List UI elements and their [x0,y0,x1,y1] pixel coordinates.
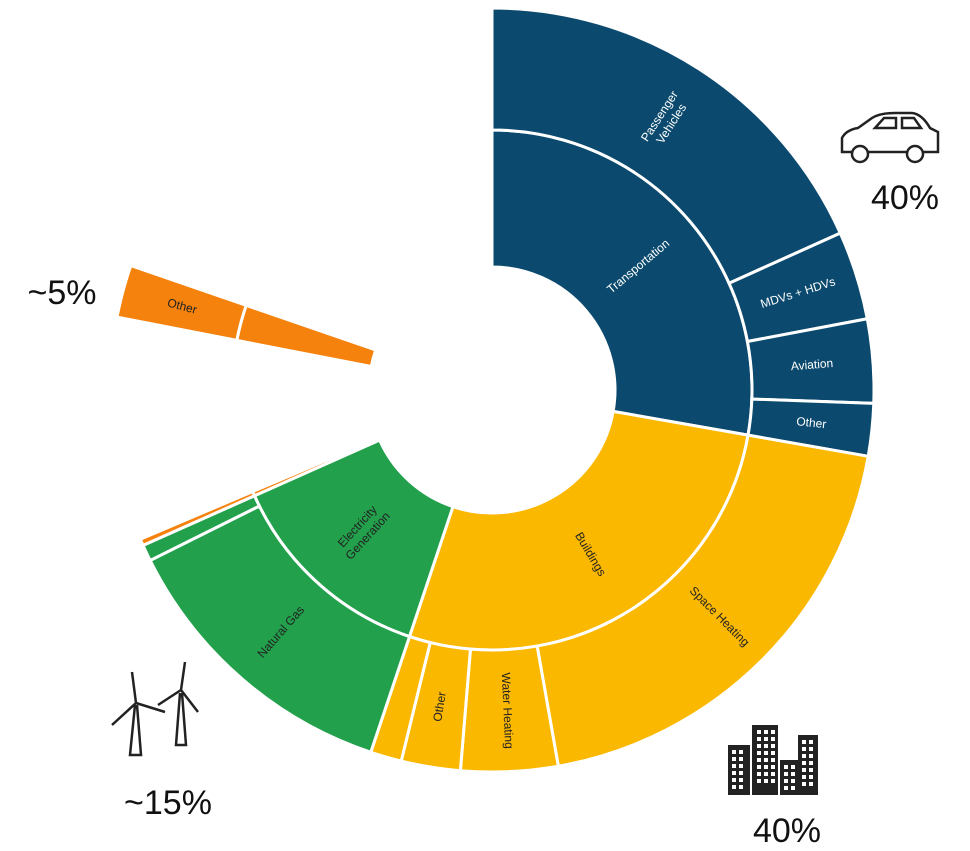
buildings-windows [732,730,813,790]
window [757,744,761,748]
window [739,785,743,789]
window [757,779,761,783]
window [771,758,775,762]
window [771,765,775,769]
window [802,747,806,751]
segment-label: Aviation [790,356,833,373]
window [771,779,775,783]
window [764,758,768,762]
window [784,786,788,790]
window [809,747,813,751]
window [802,782,806,786]
window [764,744,768,748]
window [764,779,768,783]
inner-segment [235,303,378,369]
outer-segment [138,489,257,548]
window [764,765,768,769]
window [732,757,736,761]
annotation: 40% [871,179,939,217]
window [809,782,813,786]
window [784,779,788,783]
window [791,779,795,783]
window [757,730,761,734]
window [732,764,736,768]
window [764,751,768,755]
segment-label: Water Heating [499,672,516,749]
window [739,778,743,782]
window [757,751,761,755]
window [791,786,795,790]
car-icon [840,111,940,164]
segment-label: Other [796,414,827,431]
annotation: 40% [753,812,821,850]
wind-icon [111,661,199,757]
window [791,772,795,776]
window [757,772,761,776]
window [791,765,795,769]
window [809,740,813,744]
annotation: ~5% [28,274,97,312]
window [757,737,761,741]
window [809,775,813,779]
window [764,737,768,741]
window [732,778,736,782]
window [809,754,813,758]
window [802,768,806,772]
window [809,768,813,772]
window [802,775,806,779]
window [757,758,761,762]
window [771,744,775,748]
window [739,771,743,775]
window [802,761,806,765]
segment-label: Other [430,691,449,723]
window [764,772,768,776]
window [771,730,775,734]
window [802,754,806,758]
window [784,765,788,769]
window [809,761,813,765]
window [739,757,743,761]
window [739,750,743,754]
window [771,737,775,741]
window [757,765,761,769]
window [732,750,736,754]
window [739,764,743,768]
outer-segment [535,433,870,768]
window [732,771,736,775]
annotation: ~15% [124,784,212,822]
window [802,740,806,744]
window [732,785,736,789]
outer-segment [115,263,249,343]
window [771,772,775,776]
window [784,772,788,776]
window [771,751,775,755]
window [764,730,768,734]
